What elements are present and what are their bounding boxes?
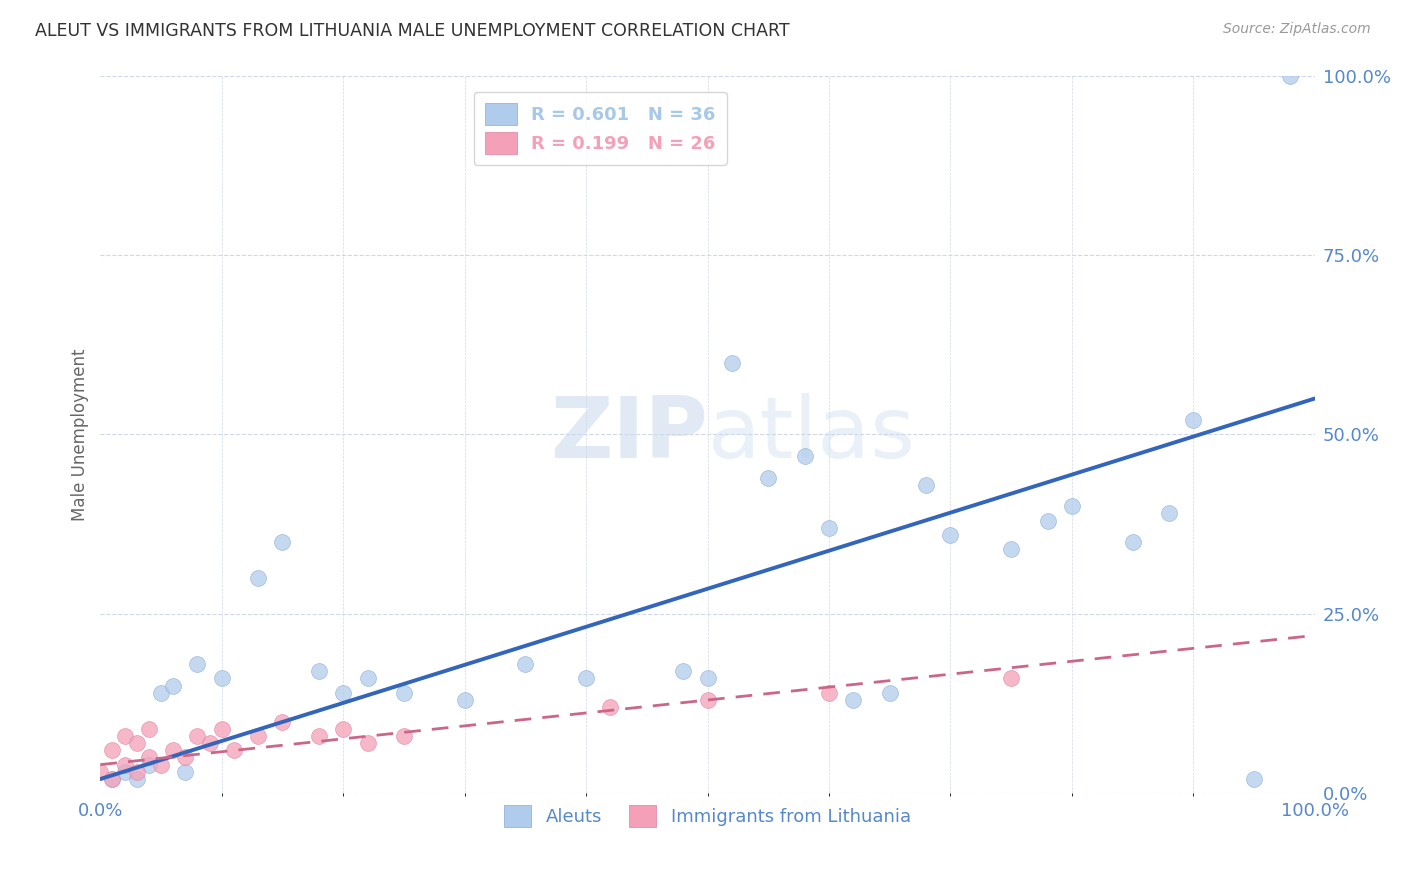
Point xyxy=(332,686,354,700)
Point xyxy=(211,722,233,736)
Point xyxy=(392,686,415,700)
Point xyxy=(174,764,197,779)
Point xyxy=(696,693,718,707)
Point xyxy=(356,736,378,750)
Point xyxy=(114,729,136,743)
Point xyxy=(1243,772,1265,786)
Point xyxy=(114,764,136,779)
Point xyxy=(1121,535,1143,549)
Point xyxy=(356,672,378,686)
Point xyxy=(915,477,938,491)
Point xyxy=(101,772,124,786)
Point xyxy=(125,764,148,779)
Point xyxy=(818,686,841,700)
Point xyxy=(150,686,173,700)
Point xyxy=(1279,69,1302,83)
Point xyxy=(162,679,184,693)
Point xyxy=(125,772,148,786)
Point xyxy=(1157,507,1180,521)
Text: ALEUT VS IMMIGRANTS FROM LITHUANIA MALE UNEMPLOYMENT CORRELATION CHART: ALEUT VS IMMIGRANTS FROM LITHUANIA MALE … xyxy=(35,22,790,40)
Point xyxy=(1036,514,1059,528)
Point xyxy=(89,764,111,779)
Point xyxy=(453,693,475,707)
Point xyxy=(1000,542,1022,557)
Point xyxy=(101,743,124,757)
Point xyxy=(332,722,354,736)
Point xyxy=(756,470,779,484)
Text: atlas: atlas xyxy=(707,393,915,476)
Point xyxy=(575,672,598,686)
Point xyxy=(222,743,245,757)
Legend: Aleuts, Immigrants from Lithuania: Aleuts, Immigrants from Lithuania xyxy=(496,798,918,835)
Point xyxy=(101,772,124,786)
Point xyxy=(150,757,173,772)
Point xyxy=(186,657,208,672)
Point xyxy=(174,750,197,764)
Point xyxy=(599,700,621,714)
Point xyxy=(879,686,901,700)
Point xyxy=(198,736,221,750)
Point xyxy=(392,729,415,743)
Text: Source: ZipAtlas.com: Source: ZipAtlas.com xyxy=(1223,22,1371,37)
Text: ZIP: ZIP xyxy=(550,393,707,476)
Point xyxy=(247,729,270,743)
Point xyxy=(818,521,841,535)
Point xyxy=(138,722,160,736)
Point xyxy=(1000,672,1022,686)
Point xyxy=(672,665,695,679)
Point xyxy=(186,729,208,743)
Point xyxy=(720,356,742,370)
Point xyxy=(515,657,537,672)
Point xyxy=(793,449,815,463)
Point xyxy=(696,672,718,686)
Point xyxy=(308,665,330,679)
Point xyxy=(939,528,962,542)
Point xyxy=(211,672,233,686)
Point xyxy=(138,757,160,772)
Point xyxy=(271,714,294,729)
Point xyxy=(114,757,136,772)
Point xyxy=(125,736,148,750)
Point xyxy=(1060,500,1083,514)
Point xyxy=(162,743,184,757)
Point xyxy=(138,750,160,764)
Point xyxy=(271,535,294,549)
Point xyxy=(1182,413,1205,427)
Y-axis label: Male Unemployment: Male Unemployment xyxy=(72,348,89,521)
Point xyxy=(842,693,865,707)
Point xyxy=(247,571,270,585)
Point xyxy=(308,729,330,743)
